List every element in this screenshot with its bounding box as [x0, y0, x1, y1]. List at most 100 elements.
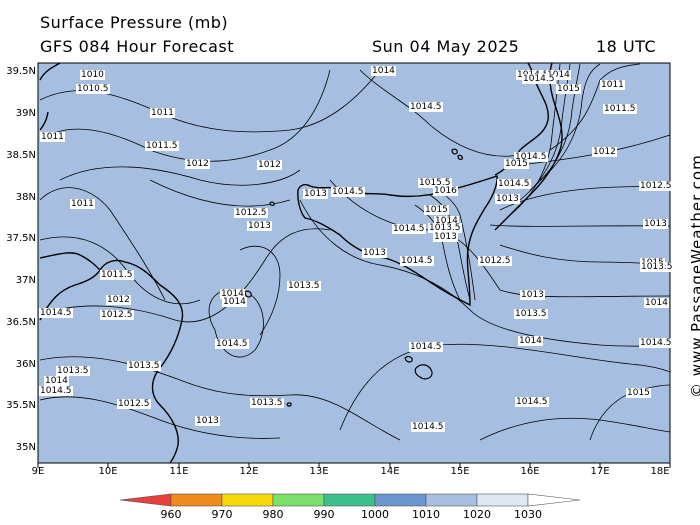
lat-label: 39.5N: [6, 66, 36, 77]
isobar: [239, 245, 281, 336]
colorbar-segment: [323, 493, 376, 507]
isobar-label: 1012.5: [639, 181, 673, 191]
isobar-label: 1014.5: [497, 179, 531, 189]
tunisia-coastline: [39, 259, 184, 464]
isobar-label: 1012: [106, 295, 131, 305]
isobar-label: 1015: [556, 84, 581, 94]
colorbar-segment: [476, 493, 529, 507]
isobar-label: 1012.5: [478, 256, 512, 266]
isobar-label: 1011: [70, 199, 95, 209]
isobar-label: 1013: [362, 248, 387, 258]
isobar-label: 1014: [546, 70, 571, 80]
isobar-label: 1013.5: [56, 366, 90, 376]
isobar-label: 1011.5: [603, 104, 637, 114]
isobar-label: 1014.5: [39, 386, 73, 396]
colorbar-right-end: [527, 493, 581, 507]
isobar-label: 1013.5: [250, 398, 284, 408]
pantelleria-island: [244, 290, 252, 298]
isobar-label: 1012: [185, 159, 210, 169]
isobar-label: 1014.5: [515, 397, 549, 407]
isobar: [359, 69, 521, 157]
isobar-label: 1013: [303, 189, 328, 199]
isobar-label: 1011.5: [145, 141, 179, 151]
isobar-label: 1013.5: [640, 262, 674, 272]
isobar: [549, 63, 641, 151]
isobar-label: 1013: [520, 290, 545, 300]
isobar: [529, 63, 581, 191]
isobar-label: 1011: [150, 108, 175, 118]
isobar-label: 1013.5: [514, 309, 548, 319]
colorbar-tick: 1010: [412, 508, 440, 521]
lon-label: 12E: [239, 466, 259, 477]
colorbar-segment: [425, 493, 478, 507]
isobar-label: 1014.5: [514, 152, 548, 162]
isobar: [59, 166, 301, 186]
isobar-label: 1011.5: [100, 270, 134, 280]
isobar-label: 1013: [247, 221, 272, 231]
isobar: [339, 343, 671, 431]
isobar: [519, 134, 671, 166]
isobar: [39, 187, 166, 301]
lat-label: 37.5N: [6, 233, 36, 244]
isobar-label: 1014: [644, 298, 669, 308]
aeolian-island: [451, 148, 458, 155]
colorbar-segment: [374, 493, 427, 507]
forecast-date: Sun 04 May 2025: [372, 37, 520, 56]
isobar: [329, 179, 671, 298]
isobar-label: 1012: [592, 147, 617, 157]
colorbar-tick: 990: [313, 508, 335, 521]
colorbar-tick: 960: [160, 508, 182, 521]
isobar-label: 1015: [424, 205, 449, 215]
sardinia-south-coastline: [39, 111, 49, 131]
colorbar-tick: 1030: [514, 508, 542, 521]
isobar-label: 1014.5: [331, 187, 365, 197]
aeolian-island: [457, 154, 463, 160]
isobar-label: 1013.5: [428, 223, 462, 233]
isobar-label: 1014: [222, 297, 247, 307]
isobar-label: 1014: [434, 216, 459, 226]
isobar-label: 1014.5: [409, 102, 443, 112]
isobar-label: 1013: [643, 219, 668, 229]
lon-label: 14E: [380, 466, 400, 477]
colorbar-segment: [170, 493, 223, 507]
isobar-label: 1014: [44, 376, 69, 386]
pressure-colorbar: [119, 493, 581, 507]
forecast-subtitle: GFS 084 Hour Forecast: [40, 37, 235, 56]
lat-label: 38N: [15, 192, 36, 203]
colorbar-segment: [272, 493, 325, 507]
axis-ticks: [37, 463, 671, 468]
tunisia-north-coastline: [39, 252, 101, 271]
isobar: [299, 199, 671, 347]
lat-label: 37N: [15, 275, 36, 286]
isobar-label: 1014: [220, 289, 245, 299]
isobar-label: 1013: [495, 194, 520, 204]
isobar-label: 1014: [518, 336, 543, 346]
egadi-island: [269, 201, 275, 206]
isobar: [539, 63, 601, 181]
lon-label: 16E: [520, 466, 540, 477]
isobar-label: 1016: [433, 186, 458, 196]
isobar-label: 1010.5: [76, 84, 110, 94]
isobar-label: 1015: [504, 159, 529, 169]
isobar-label: 1011: [40, 132, 65, 142]
isobar-label: 1014.5: [639, 338, 673, 348]
colorbar-tick: 1000: [361, 508, 389, 521]
lat-label: 39N: [15, 108, 36, 119]
lat-label: 38.5N: [6, 150, 36, 161]
lat-label: 35N: [15, 442, 36, 453]
isobar-label: 1013.5: [287, 281, 321, 291]
lat-label: 36N: [15, 359, 36, 370]
isobar-label: 1014.5: [522, 74, 556, 84]
isobar-label: 1014.5: [215, 339, 249, 349]
isobar: [479, 417, 671, 441]
lon-label: 18E: [650, 466, 670, 477]
colorbar-tick: 970: [211, 508, 233, 521]
isobar: [489, 224, 671, 227]
colorbar-left-end: [119, 493, 172, 507]
isobar: [39, 356, 401, 441]
gozo-island: [404, 355, 413, 363]
malta-island: [414, 364, 433, 380]
isobar-label: 1015: [626, 388, 651, 398]
isobar-label: 1014.5: [400, 256, 434, 266]
